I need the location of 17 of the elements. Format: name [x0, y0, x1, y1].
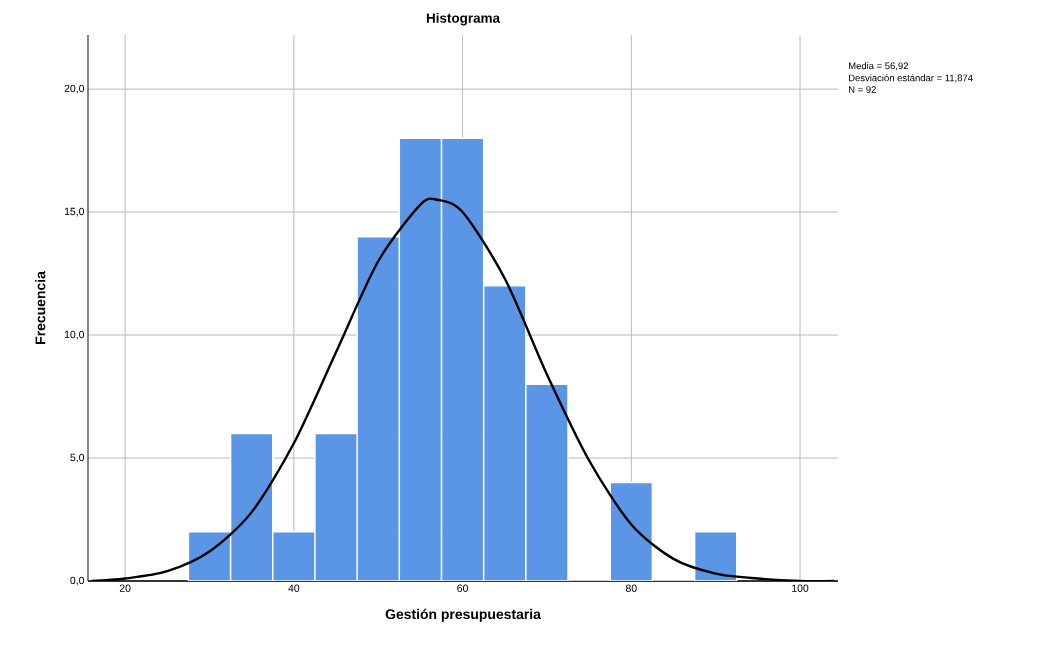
x-tick-label: 80	[625, 584, 637, 592]
y-axis-title: Frecuencia	[35, 271, 46, 344]
x-tick-label: 20	[119, 584, 131, 592]
y-tick-label: 0,0	[70, 576, 85, 586]
x-tick-label: 60	[457, 584, 468, 592]
x-axis-title: Gestión presupuestaria	[385, 608, 541, 622]
y-tick-label: 5,0	[70, 453, 85, 463]
y-tick-label: 20,0	[64, 84, 85, 94]
y-tick-label: 15,0	[64, 207, 85, 217]
chart-title: Histograma	[426, 12, 501, 26]
x-tick-label: 40	[288, 584, 300, 592]
x-tick-label: 100	[792, 584, 809, 592]
text: Media = 56,92	[848, 62, 908, 71]
text: N = 92	[848, 86, 876, 93]
text: Desviación estándar = 11,874	[848, 74, 973, 83]
line-series	[90, 197, 835, 581]
y-tick-label: 10,0	[64, 330, 85, 340]
